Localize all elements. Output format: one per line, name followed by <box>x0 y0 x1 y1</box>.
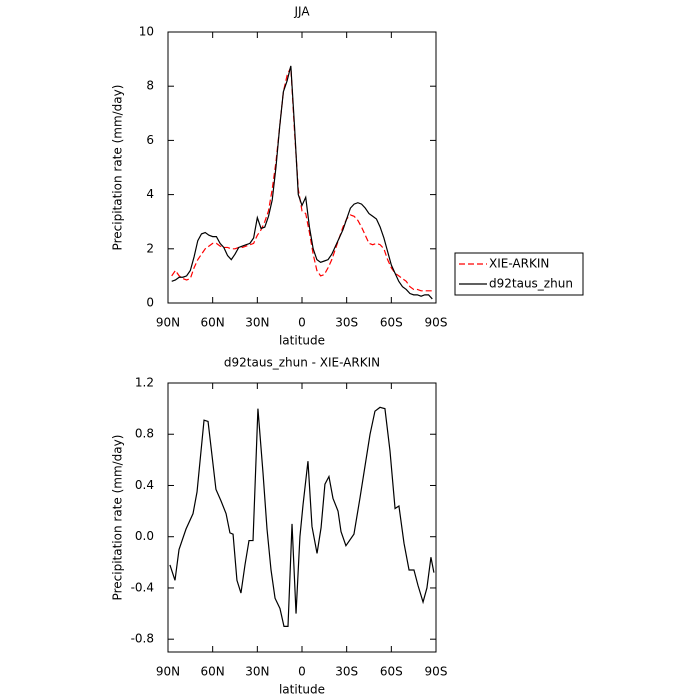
x-axis-label: latitude <box>279 683 325 697</box>
y-tick-label: 4 <box>146 187 154 201</box>
x-tick-label: 90S <box>425 316 448 330</box>
series-line <box>171 65 433 300</box>
series-line <box>171 66 433 292</box>
y-tick-label: 6 <box>146 133 154 147</box>
y-tick-label: 10 <box>139 25 154 39</box>
y-tick-label: 0.0 <box>135 529 154 543</box>
x-tick-label: 60N <box>201 665 225 679</box>
y-axis-label: Precipitation rate (mm/day) <box>111 85 125 251</box>
y-tick-label: 2 <box>146 241 154 255</box>
x-tick-label: 60S <box>380 316 403 330</box>
legend-box <box>454 252 584 296</box>
y-tick-label: -0.8 <box>131 632 154 646</box>
y-tick-label: 0.8 <box>135 427 154 441</box>
x-tick-label: 60N <box>201 316 225 330</box>
plot-frame <box>167 31 437 304</box>
x-tick-label: 30S <box>335 316 358 330</box>
difference-line <box>169 406 435 627</box>
legend-label: XIE-ARKIN <box>489 257 549 271</box>
legend-label: d92taus_zhun <box>489 277 573 291</box>
y-tick-label: -0.4 <box>131 580 154 594</box>
x-tick-label: 0 <box>298 665 306 679</box>
x-tick-label: 60S <box>380 665 403 679</box>
x-tick-label: 30N <box>245 665 269 679</box>
chart-title: d92taus_zhun - XIE-ARKIN <box>224 356 380 370</box>
x-tick-label: 30N <box>245 316 269 330</box>
y-tick-label: 8 <box>146 79 154 93</box>
x-axis-label: latitude <box>279 334 325 348</box>
chart-title: JJA <box>293 5 310 19</box>
y-tick-label: 0.4 <box>135 478 154 492</box>
x-tick-label: 90N <box>156 665 180 679</box>
y-axis-label: Precipitation rate (mm/day) <box>111 435 125 601</box>
y-tick-label: 1.2 <box>135 376 154 390</box>
x-tick-label: 0 <box>298 316 306 330</box>
x-tick-label: 30S <box>335 665 358 679</box>
y-tick-label: 0 <box>146 296 154 310</box>
x-tick-label: 90S <box>425 665 448 679</box>
x-tick-label: 90N <box>156 316 180 330</box>
